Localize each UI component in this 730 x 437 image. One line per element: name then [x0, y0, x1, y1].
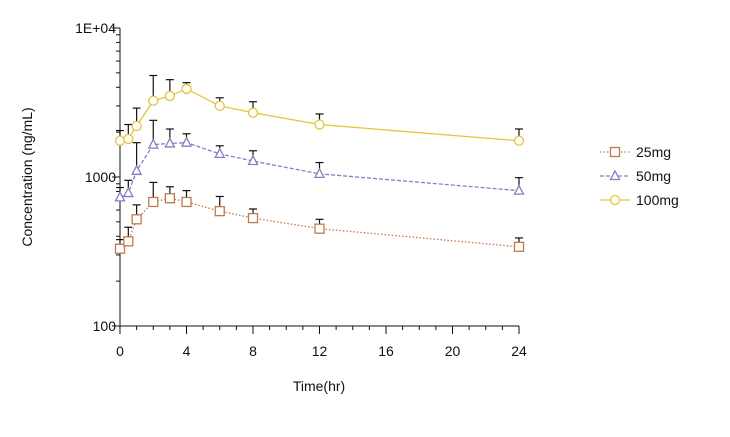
- x-tick-label: 8: [249, 343, 257, 359]
- series-layer: [114, 74, 525, 254]
- legend-marker: [609, 169, 621, 181]
- legend-item-25mg: 25mg: [600, 144, 671, 160]
- data-point: [314, 119, 325, 130]
- data-point: [147, 138, 159, 149]
- data-point: [314, 223, 325, 234]
- legend-label: 50mg: [636, 168, 671, 184]
- y-tick-label: 1000: [85, 169, 116, 185]
- data-point: [164, 193, 176, 204]
- legend-item-50mg: 50mg: [600, 168, 671, 184]
- data-point: [114, 243, 126, 254]
- legend-label: 25mg: [636, 144, 671, 160]
- legend-marker: [609, 146, 621, 158]
- x-tick-label: 0: [116, 343, 124, 359]
- y-ticks: 100 1000 1E+04: [75, 20, 120, 334]
- y-tick-label: 1E+04: [75, 20, 116, 36]
- legend-item-100mg: 100mg: [600, 192, 679, 208]
- data-point: [247, 212, 259, 224]
- x-tick-label: 20: [445, 343, 461, 359]
- data-point: [181, 196, 192, 208]
- legend: 25mg 50mg 100mg: [600, 144, 679, 208]
- series-25mg: [114, 181, 525, 254]
- data-point: [214, 205, 225, 217]
- data-point: [180, 136, 193, 147]
- data-point: [148, 196, 159, 208]
- data-point: [513, 184, 525, 195]
- data-point: [131, 214, 142, 225]
- data-point: [214, 147, 226, 159]
- data-point: [164, 137, 176, 148]
- data-point: [247, 107, 259, 118]
- data-point: [164, 90, 176, 102]
- series-line: [119, 142, 520, 198]
- data-point: [114, 135, 126, 146]
- data-point: [247, 154, 259, 166]
- data-point: [513, 241, 525, 252]
- data-point: [131, 120, 142, 132]
- data-point: [313, 167, 326, 178]
- data-point: [214, 100, 225, 112]
- series-line: [119, 88, 520, 142]
- data-point: [123, 133, 134, 145]
- series-100mg: [114, 74, 525, 146]
- x-axis-title: Time(hr): [293, 378, 345, 394]
- x-tick-label: 24: [511, 343, 527, 359]
- x-ticks: 0 4 8 12 16 20 24: [116, 326, 527, 359]
- series-line: [119, 197, 520, 250]
- data-point: [181, 83, 192, 95]
- data-point: [122, 186, 134, 198]
- data-point: [131, 164, 143, 175]
- y-axis-title: Concentration (ng/mL): [19, 107, 35, 246]
- data-point: [123, 236, 134, 247]
- series-50mg: [114, 119, 525, 202]
- legend-marker: [609, 194, 621, 206]
- x-tick-label: 16: [378, 343, 394, 359]
- x-tick-label: 12: [312, 343, 328, 359]
- data-point: [148, 95, 159, 106]
- x-tick-label: 4: [183, 343, 191, 359]
- data-point: [513, 135, 525, 146]
- data-point: [114, 190, 126, 202]
- legend-label: 100mg: [636, 192, 679, 208]
- y-tick-label: 100: [93, 318, 117, 334]
